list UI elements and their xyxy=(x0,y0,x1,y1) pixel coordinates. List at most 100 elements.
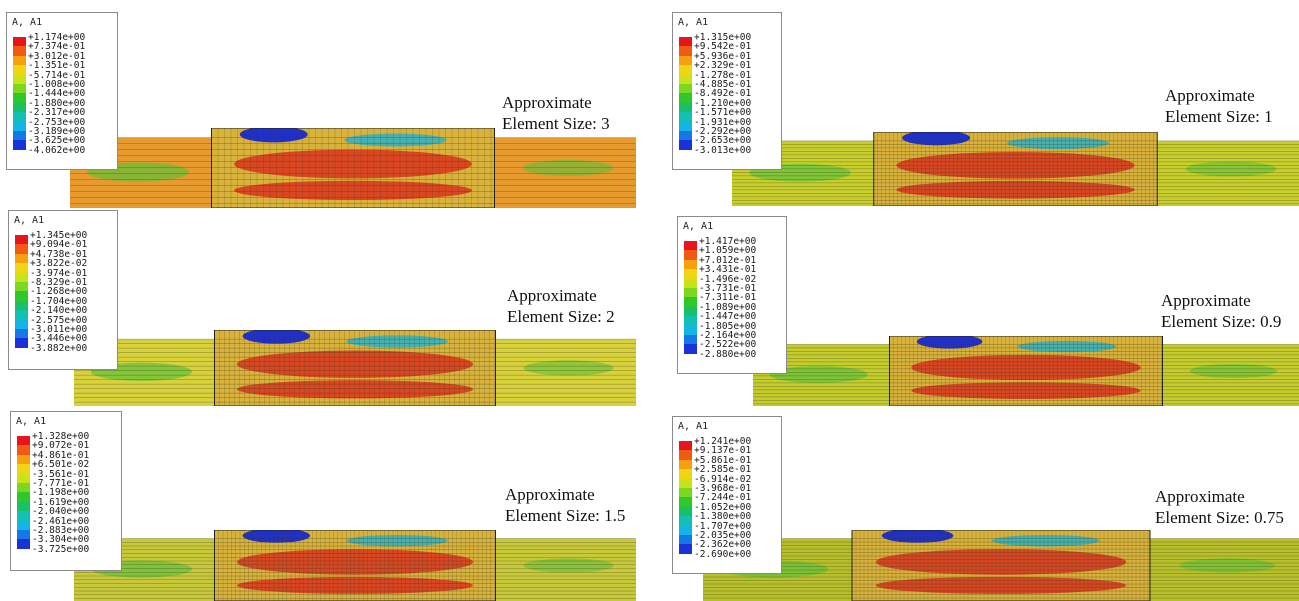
legend-swatch xyxy=(17,445,30,456)
legend-value: -1.210e+00 xyxy=(694,97,752,109)
compression-hotspot xyxy=(881,530,954,543)
element-size-caption: Approximate Element Size: 0.9 xyxy=(1161,290,1281,332)
legend-swatch xyxy=(13,74,26,85)
legend-swatch xyxy=(684,335,697,345)
legend-value: -2.690e+00 xyxy=(694,548,752,560)
legend-value: -2.883e+00 xyxy=(32,525,90,536)
legend-swatch xyxy=(13,121,26,132)
legend-swatch xyxy=(13,93,26,104)
contour-field xyxy=(74,530,636,601)
legend-swatch xyxy=(15,300,28,311)
legend-value: -1.707e+00 xyxy=(694,520,752,532)
compression-hotspot xyxy=(242,530,311,543)
legend-swatch xyxy=(684,278,697,289)
contour-field xyxy=(70,128,636,208)
legend-swatch xyxy=(15,319,28,330)
legend-swatch xyxy=(684,306,697,317)
color-legend: A, A1 +1.315e+00 +9.542e-01 +5.936e-01 +2.32… xyxy=(672,12,782,170)
legend-value: -1.571e+00 xyxy=(694,107,752,119)
color-legend: A, A1 +1.241e+00 +9.137e-01 +5.861e-01 +2.58… xyxy=(672,416,782,574)
legend-swatch xyxy=(679,441,692,451)
legend-swatch xyxy=(684,316,697,327)
legend-value: +3.012e-01 xyxy=(28,50,86,62)
stress-band xyxy=(875,576,1127,594)
legend-swatch xyxy=(679,544,692,555)
low-stress-zone xyxy=(769,366,868,383)
caption-line2: Element Size: 1 xyxy=(1165,107,1273,126)
compression-zone xyxy=(346,335,448,348)
legend-value: -1.704e+00 xyxy=(30,295,88,307)
block-outline xyxy=(214,530,496,601)
legend-title: A, A1 xyxy=(678,17,709,28)
legend-value: -3.446e+00 xyxy=(30,333,88,345)
compression-zone xyxy=(1017,340,1117,353)
legend-value: -3.011e+00 xyxy=(30,324,88,335)
legend-value: -2.292e+00 xyxy=(694,126,752,137)
legend-value: -2.522e+00 xyxy=(699,339,757,351)
color-legend: A, A1 +1.345e+00 +9.094e-01 +4.738e-01 +3.82… xyxy=(8,210,118,370)
legend-value: -3.625e+00 xyxy=(28,135,86,147)
caption-line2: Element Size: 2 xyxy=(507,307,615,326)
color-legend: A, A1 +1.417e+00 +1.059e+00 +7.012e-01 +3.43… xyxy=(677,216,787,374)
legend-swatch xyxy=(684,325,697,336)
legend-swatch xyxy=(679,450,692,461)
legend-swatch xyxy=(679,37,692,47)
legend-title: A, A1 xyxy=(683,221,714,232)
legend-title: A, A1 xyxy=(14,215,45,226)
legend-value: -1.619e+00 xyxy=(32,496,90,508)
stress-band xyxy=(236,549,474,575)
legend-value: +4.861e-01 xyxy=(32,449,90,461)
legend-swatch xyxy=(684,269,697,280)
legend-title: A, A1 xyxy=(678,421,709,432)
legend-swatch xyxy=(15,263,28,274)
element-size-caption: Approximate Element Size: 2 xyxy=(507,285,615,327)
legend-swatch xyxy=(17,501,30,512)
stress-band xyxy=(234,180,472,200)
stress-band xyxy=(911,382,1141,399)
stress-band xyxy=(236,350,474,378)
legend-swatch xyxy=(17,473,30,484)
compression-zone xyxy=(1006,137,1110,150)
legend-value: +5.936e-01 xyxy=(694,50,752,62)
contour-panel-size-1: A, A1 +1.315e+00 +9.542e-01 +5.936e-01 +2.32… xyxy=(650,0,1299,210)
low-stress-zone xyxy=(522,160,614,176)
caption-line1: Approximate xyxy=(1155,487,1245,506)
legend-swatch xyxy=(15,329,28,339)
legend-value: +9.094e-01 xyxy=(30,239,88,251)
caption-line1: Approximate xyxy=(1161,291,1251,310)
legend-value: -7.244e-01 xyxy=(694,492,752,504)
legend-value: -2.035e+00 xyxy=(694,530,752,541)
compression-hotspot xyxy=(916,336,983,349)
legend-value: +4.738e-01 xyxy=(30,248,88,260)
legend-value: -2.753e+00 xyxy=(28,116,86,128)
legend-value: +1.345e+00 xyxy=(30,230,88,241)
stress-band xyxy=(236,576,474,594)
contour-field xyxy=(703,530,1299,601)
legend-swatch xyxy=(17,492,30,503)
legend-swatch xyxy=(679,112,692,123)
color-legend: A, A1 +1.328e+00 +9.072e-01 +4.861e-01 +6.50… xyxy=(10,411,122,571)
legend-value: +2.585e-01 xyxy=(694,464,752,476)
legend-swatch xyxy=(17,436,30,446)
legend-value: +9.137e-01 xyxy=(694,445,752,457)
legend-swatch xyxy=(13,131,26,141)
caption-line1: Approximate xyxy=(1165,86,1255,105)
contour-field xyxy=(732,132,1299,206)
legend-swatch xyxy=(13,46,26,57)
legend-value: -3.882e+00 xyxy=(30,342,88,354)
legend-value: +9.542e-01 xyxy=(694,41,752,53)
legend-swatch xyxy=(13,55,26,66)
contour-panel-size-3: A, A1 +1.174e+00 +7.374e-01 +3.012e-01 -1.35… xyxy=(0,0,650,210)
compression-zone xyxy=(344,133,447,147)
legend-value: -1.089e+00 xyxy=(699,301,757,313)
legend-value: -4.062e+00 xyxy=(28,144,86,156)
legend-swatch xyxy=(679,55,692,66)
caption-line1: Approximate xyxy=(507,286,597,305)
legend-swatch xyxy=(15,338,28,349)
contour-panel-size-0-9: A, A1 +1.417e+00 +1.059e+00 +7.012e-01 +3.43… xyxy=(650,210,1299,406)
legend-swatch xyxy=(679,121,692,132)
legend-value: -1.931e+00 xyxy=(694,116,752,128)
legend-value: -1.008e+00 xyxy=(28,79,86,90)
legend-value: +1.174e+00 xyxy=(28,32,86,43)
legend-swatch xyxy=(679,478,692,489)
